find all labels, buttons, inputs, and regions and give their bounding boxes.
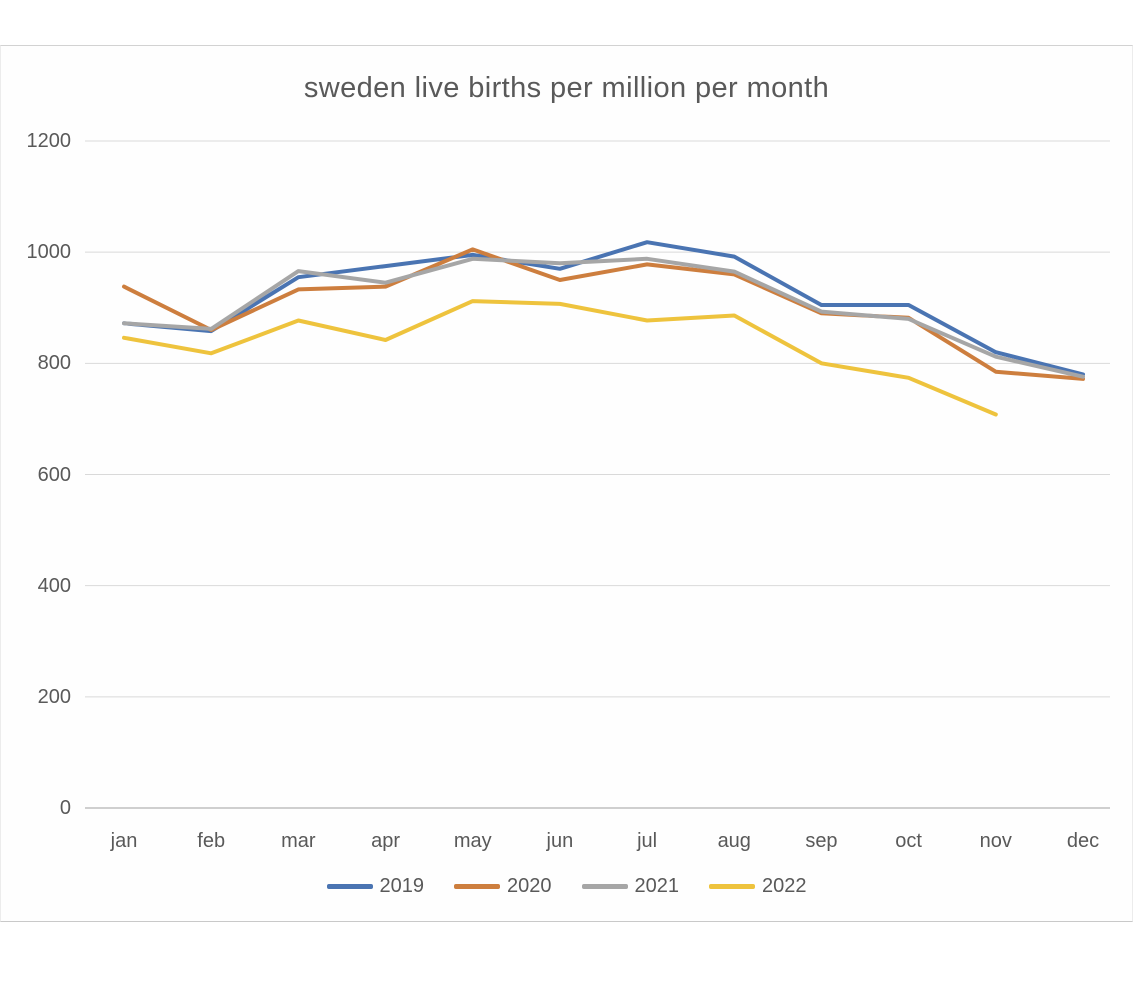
series-line-2022	[122, 299, 998, 417]
legend-item-2019: 2019	[326, 875, 425, 898]
y-tick-label-0: 0	[59, 797, 71, 819]
x-tick-label-dec: dec	[1066, 830, 1100, 852]
x-tick-label-jun: jun	[546, 830, 574, 852]
series-line-2019	[122, 240, 1085, 377]
y-tick-label-1000: 1000	[26, 241, 72, 264]
legend-swatch-2019	[326, 884, 373, 889]
y-tick-label-600: 600	[37, 463, 71, 486]
legend-item-2022: 2022	[709, 875, 807, 898]
x-tick-label-aug: aug	[717, 830, 751, 852]
plot-area	[85, 140, 1110, 809]
x-tick-label-oct: oct	[895, 830, 922, 852]
x-tick-label-sep: sep	[805, 830, 838, 852]
x-tick-label-jan: jan	[110, 830, 138, 852]
chart-frame: sweden live births per million per month…	[0, 45, 1133, 922]
legend-label-2020: 2020	[507, 875, 552, 897]
y-tick-label-200: 200	[37, 685, 71, 708]
legend-label-2021: 2021	[634, 875, 680, 897]
y-tick-label-400: 400	[37, 574, 71, 597]
legend-item-2020: 2020	[454, 875, 552, 898]
x-tick-label-mar: mar	[281, 830, 316, 852]
x-tick-label-feb: feb	[197, 830, 226, 852]
legend-label-2022: 2022	[762, 875, 807, 897]
x-tick-label-nov: nov	[979, 830, 1012, 852]
y-tick-label-800: 800	[37, 352, 71, 375]
x-tick-label-jul: jul	[637, 830, 658, 852]
y-tick-label-1200: 1200	[26, 130, 72, 152]
x-tick-label-may: may	[453, 830, 492, 852]
chart-title: sweden live births per million per month	[303, 72, 830, 104]
legend-swatch-2020	[454, 884, 500, 889]
series-line-2021	[122, 256, 1085, 379]
x-tick-label-apr: apr	[371, 830, 400, 852]
legend-item-2021: 2021	[581, 875, 680, 898]
legend-swatch-2021	[581, 884, 628, 889]
legend-label-2019: 2019	[379, 875, 425, 897]
legend-swatch-2022	[709, 884, 755, 889]
legend: 2019 2020 2021 2022	[1, 875, 1132, 898]
